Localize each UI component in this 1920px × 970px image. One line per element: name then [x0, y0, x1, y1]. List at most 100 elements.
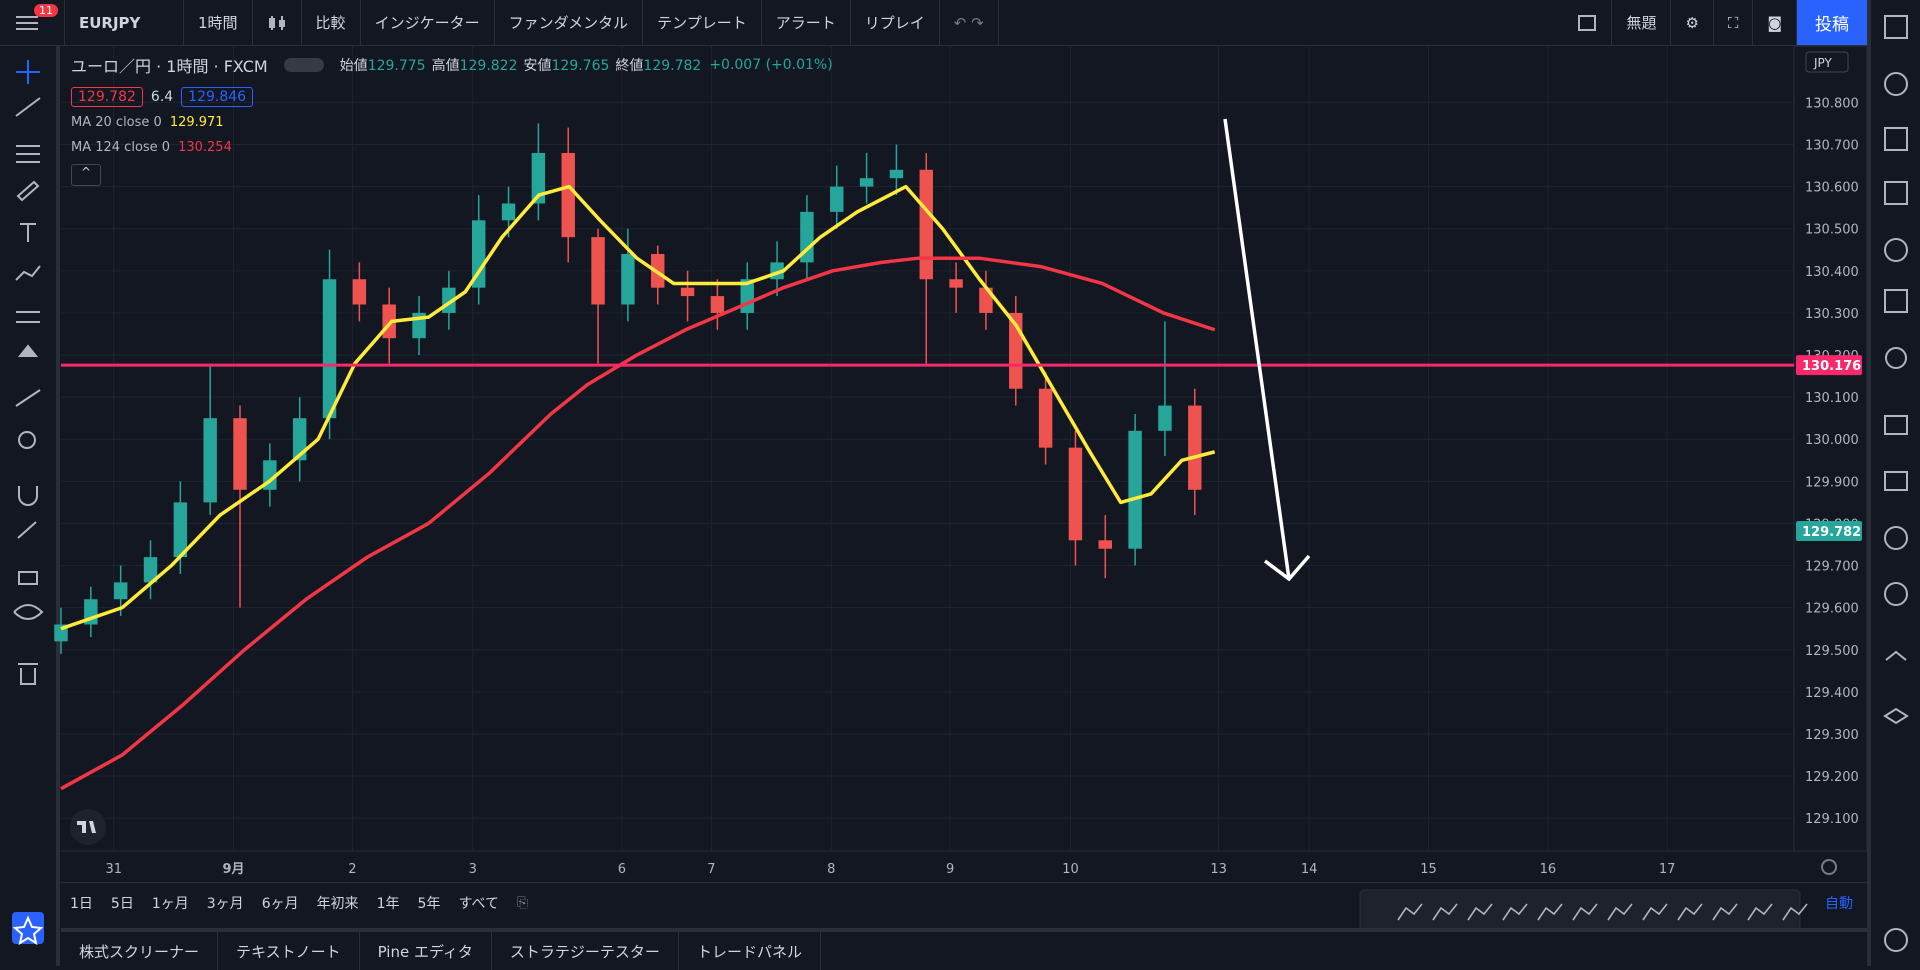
toolbar-item[interactable]: リプレイ [851, 0, 940, 45]
y-tick-label: 130.500 [1805, 223, 1859, 238]
y-tick-label: 130.000 [1805, 433, 1859, 448]
auto-scale[interactable]: 自動 [1825, 896, 1853, 912]
drawing-toolbar-icon [1607, 903, 1633, 921]
candle-body [830, 186, 844, 212]
candle-body [203, 418, 217, 503]
bottom-tab[interactable]: ストラテジーテスター [492, 932, 679, 970]
drawing-toolbar-icon [1467, 903, 1493, 921]
candle-body [322, 279, 337, 419]
drawing-toolbar-icon [1677, 903, 1703, 921]
bottom-tab[interactable]: トレードパネル [679, 932, 821, 970]
toolbar-item[interactable]: テンプレート [643, 0, 762, 45]
candle-body [1068, 447, 1083, 541]
hline-badge [1796, 355, 1862, 376]
ma-line [60, 184, 1216, 631]
range-button[interactable]: すべて [458, 896, 499, 912]
toolbar-item[interactable]: ファンダメンタル [495, 0, 644, 45]
notification-badge: 11 [34, 4, 58, 17]
change: +0.007 (+0.01%) [709, 57, 833, 73]
currency-box [1805, 51, 1849, 73]
candle-body [173, 502, 188, 558]
undo[interactable]: ↶ ↷ [940, 0, 999, 45]
left-toolbar [0, 46, 60, 966]
visibility-toggle[interactable] [283, 58, 324, 72]
bottom-tab[interactable]: Pine エディタ [360, 932, 492, 970]
price-axis [1793, 45, 1867, 852]
candle-body [1038, 388, 1053, 448]
symbol[interactable]: EURJPY [65, 0, 184, 45]
ma-value: 129.971 [169, 115, 224, 130]
range-button[interactable]: 6ヶ月 [261, 896, 299, 912]
candle-body [889, 169, 904, 179]
bottom-tab[interactable]: 株式スクリーナー [61, 932, 219, 970]
collapse-legend[interactable]: ^ [71, 164, 101, 186]
x-tick-label: 6 [618, 862, 626, 877]
symbol-title: ユーロ／円 · 1時間 · FXCM [71, 57, 268, 76]
drawing-toolbar-icon [1432, 903, 1458, 921]
y-tick-label: 129.300 [1805, 728, 1859, 743]
layout-name[interactable]: 無題 [1612, 0, 1672, 45]
tool-icons [13, 60, 44, 685]
drawing-toolbar-icon [1747, 903, 1773, 921]
publish-button[interactable]: 投稿 [1797, 0, 1867, 45]
range-button[interactable]: 5日 [110, 896, 134, 912]
toolbar-item[interactable]: 比較 [302, 0, 361, 45]
menu-button[interactable]: 11 [0, 0, 65, 45]
layout-toggle[interactable] [1563, 0, 1613, 45]
chart-type[interactable] [253, 0, 302, 45]
trend-arrow [1223, 118, 1311, 582]
ohlc-label: 安値 [523, 58, 552, 74]
favorites[interactable] [12, 912, 44, 944]
candle-body [859, 178, 874, 187]
last-price-badge [1796, 521, 1862, 542]
y-tick-label: 129.500 [1805, 644, 1859, 659]
bottom-tabs: 株式スクリーナー テキストノート Pine エディタ ストラテジーテスター トレードパネ… [61, 928, 1867, 970]
candle-body [1158, 405, 1172, 431]
range-button[interactable]: 年初来 [316, 896, 359, 912]
candle-body [949, 279, 963, 288]
candle-body [591, 237, 605, 305]
candle-body [680, 287, 695, 297]
y-tick-label: 129.900 [1805, 475, 1859, 490]
range-button[interactable]: 1年 [376, 896, 400, 912]
drawing-toolbar-icon [1537, 903, 1563, 921]
drawing-toolbar-icon [1782, 903, 1808, 921]
range-button[interactable]: 1日 [70, 896, 93, 912]
ohlc-value: 129.775 [367, 58, 426, 74]
x-tick-label: 13 [1210, 862, 1227, 877]
ma-value: 130.254 [178, 140, 232, 155]
bottom-tab[interactable]: テキストノート [218, 932, 360, 970]
candle-body [1188, 405, 1202, 490]
spread: 6.4 [150, 89, 174, 105]
screenshot[interactable]: ◙ [1753, 0, 1797, 45]
ma-row: MA 20 close 0 129.971 [71, 110, 833, 135]
settings[interactable]: ⚙ [1671, 0, 1714, 45]
widget-icons [1883, 15, 1909, 952]
currency: JPY [1813, 56, 1833, 70]
ma-line [60, 256, 1216, 791]
range-button[interactable]: 5年 [417, 896, 441, 912]
y-tick-label: 130.800 [1805, 96, 1859, 111]
goto-date[interactable]: ⎘ [516, 895, 529, 911]
ohlc: 始値129.775 高値129.822 安値129.765 終値129.782 [340, 55, 702, 75]
x-tick-label: 31 [105, 862, 122, 877]
candle-body [621, 253, 635, 305]
ohlc-value: 129.782 [643, 58, 702, 74]
candle-body [471, 220, 486, 288]
toolbar-item[interactable]: インジケーター [361, 0, 495, 45]
fullscreen[interactable]: ⛶ [1714, 0, 1754, 45]
toolbar-item[interactable]: アラート [762, 0, 851, 45]
range-button[interactable]: 1ヶ月 [151, 896, 189, 912]
candle-body [233, 418, 247, 490]
ohlc-label: 始値 [339, 58, 368, 74]
ohlc-item: 終値129.782 [615, 55, 701, 75]
bid: 129.782 [71, 87, 143, 107]
axis-settings [1821, 859, 1838, 875]
right-toolbar [1867, 0, 1920, 966]
legend: ユーロ／円 · 1時間 · FXCM 始値129.775 高値129.822 安値1… [71, 52, 833, 186]
range-button[interactable]: 3ヶ月 [206, 896, 244, 912]
tv-logo-shape [77, 821, 96, 833]
hline-badge-label: 130.176 [1802, 359, 1861, 374]
interval[interactable]: 1時間 [184, 0, 253, 45]
x-tick-label: 9月 [223, 862, 245, 877]
